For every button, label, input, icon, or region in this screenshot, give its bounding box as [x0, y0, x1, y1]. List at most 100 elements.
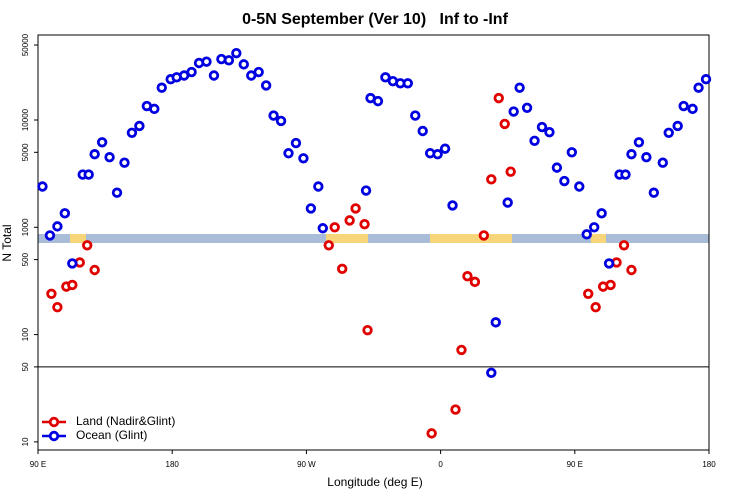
point	[59, 208, 71, 219]
point	[633, 137, 645, 148]
point	[82, 240, 93, 251]
band-ocean	[38, 234, 709, 243]
legend-marker	[48, 430, 60, 442]
point	[687, 103, 698, 115]
point	[260, 80, 272, 91]
point	[83, 169, 94, 180]
point	[478, 230, 490, 241]
y-tick-label: 10000	[21, 108, 30, 131]
point	[574, 181, 585, 192]
point	[372, 95, 384, 107]
point	[493, 92, 504, 104]
point	[290, 137, 302, 149]
point	[559, 175, 570, 187]
point	[360, 185, 372, 196]
point	[362, 324, 373, 336]
point	[89, 264, 100, 276]
point	[253, 66, 264, 78]
y-tick-label: 50	[21, 362, 30, 371]
point	[505, 166, 516, 177]
point	[583, 288, 594, 299]
point	[223, 55, 235, 66]
point	[462, 271, 473, 282]
point	[46, 288, 57, 299]
point	[149, 103, 160, 115]
point	[596, 208, 607, 219]
point	[323, 240, 334, 251]
point	[104, 152, 115, 163]
x-tick-label: 180	[702, 460, 716, 469]
point	[469, 276, 481, 288]
point	[536, 121, 548, 133]
point	[581, 229, 592, 240]
point	[275, 115, 287, 127]
point	[134, 120, 145, 132]
point	[126, 127, 138, 139]
point	[52, 221, 63, 232]
point	[657, 157, 668, 168]
point	[620, 169, 631, 180]
band-land	[326, 234, 368, 243]
x-tick-label: 90 E	[30, 460, 46, 469]
coverage-band	[38, 234, 709, 243]
point	[508, 106, 519, 117]
point	[566, 147, 578, 158]
x-tick-label: 180	[166, 460, 180, 469]
point	[514, 82, 525, 93]
point	[672, 120, 683, 132]
legend-label: Land (Nadir&Glint)	[76, 414, 175, 428]
point	[96, 137, 108, 148]
band-land	[430, 234, 512, 243]
y-tick-label: 500	[21, 252, 30, 266]
point	[231, 47, 242, 59]
point	[359, 218, 370, 230]
x-tick-label: 0	[438, 460, 443, 469]
point	[336, 263, 348, 275]
point	[450, 404, 461, 415]
point	[410, 110, 421, 121]
point	[52, 302, 63, 313]
point	[618, 240, 630, 251]
point	[439, 143, 451, 154]
point	[502, 197, 513, 208]
point	[486, 367, 497, 379]
point	[590, 302, 601, 313]
point	[544, 126, 555, 138]
point	[350, 203, 361, 214]
point	[37, 181, 48, 192]
y-tick-label: 5000	[21, 143, 30, 161]
point	[700, 74, 712, 85]
point	[626, 149, 637, 160]
chart-title: 0-5N September (Ver 10) Inf to -Inf	[242, 11, 509, 28]
y-tick-label: 1000	[21, 218, 30, 236]
legend-marker	[48, 416, 60, 428]
point	[499, 118, 510, 130]
point	[663, 127, 674, 139]
point	[605, 279, 616, 291]
point	[283, 148, 294, 159]
point	[268, 110, 279, 121]
point	[156, 82, 167, 93]
point	[67, 279, 78, 291]
point	[693, 82, 704, 93]
point	[317, 223, 329, 234]
point	[402, 78, 413, 89]
point	[426, 428, 437, 439]
point	[67, 258, 78, 269]
plot-frame	[37, 34, 710, 451]
legend-label: Ocean (Glint)	[76, 428, 147, 442]
band-land	[591, 234, 606, 243]
point	[603, 258, 615, 269]
point	[456, 344, 467, 356]
point	[238, 59, 249, 70]
point	[490, 317, 501, 328]
point	[588, 222, 600, 233]
y-tick-label: 50000	[21, 33, 30, 56]
band-land	[70, 234, 86, 243]
point	[648, 187, 660, 198]
point	[551, 162, 563, 173]
point	[111, 187, 123, 198]
point	[44, 230, 56, 241]
point	[208, 70, 220, 81]
